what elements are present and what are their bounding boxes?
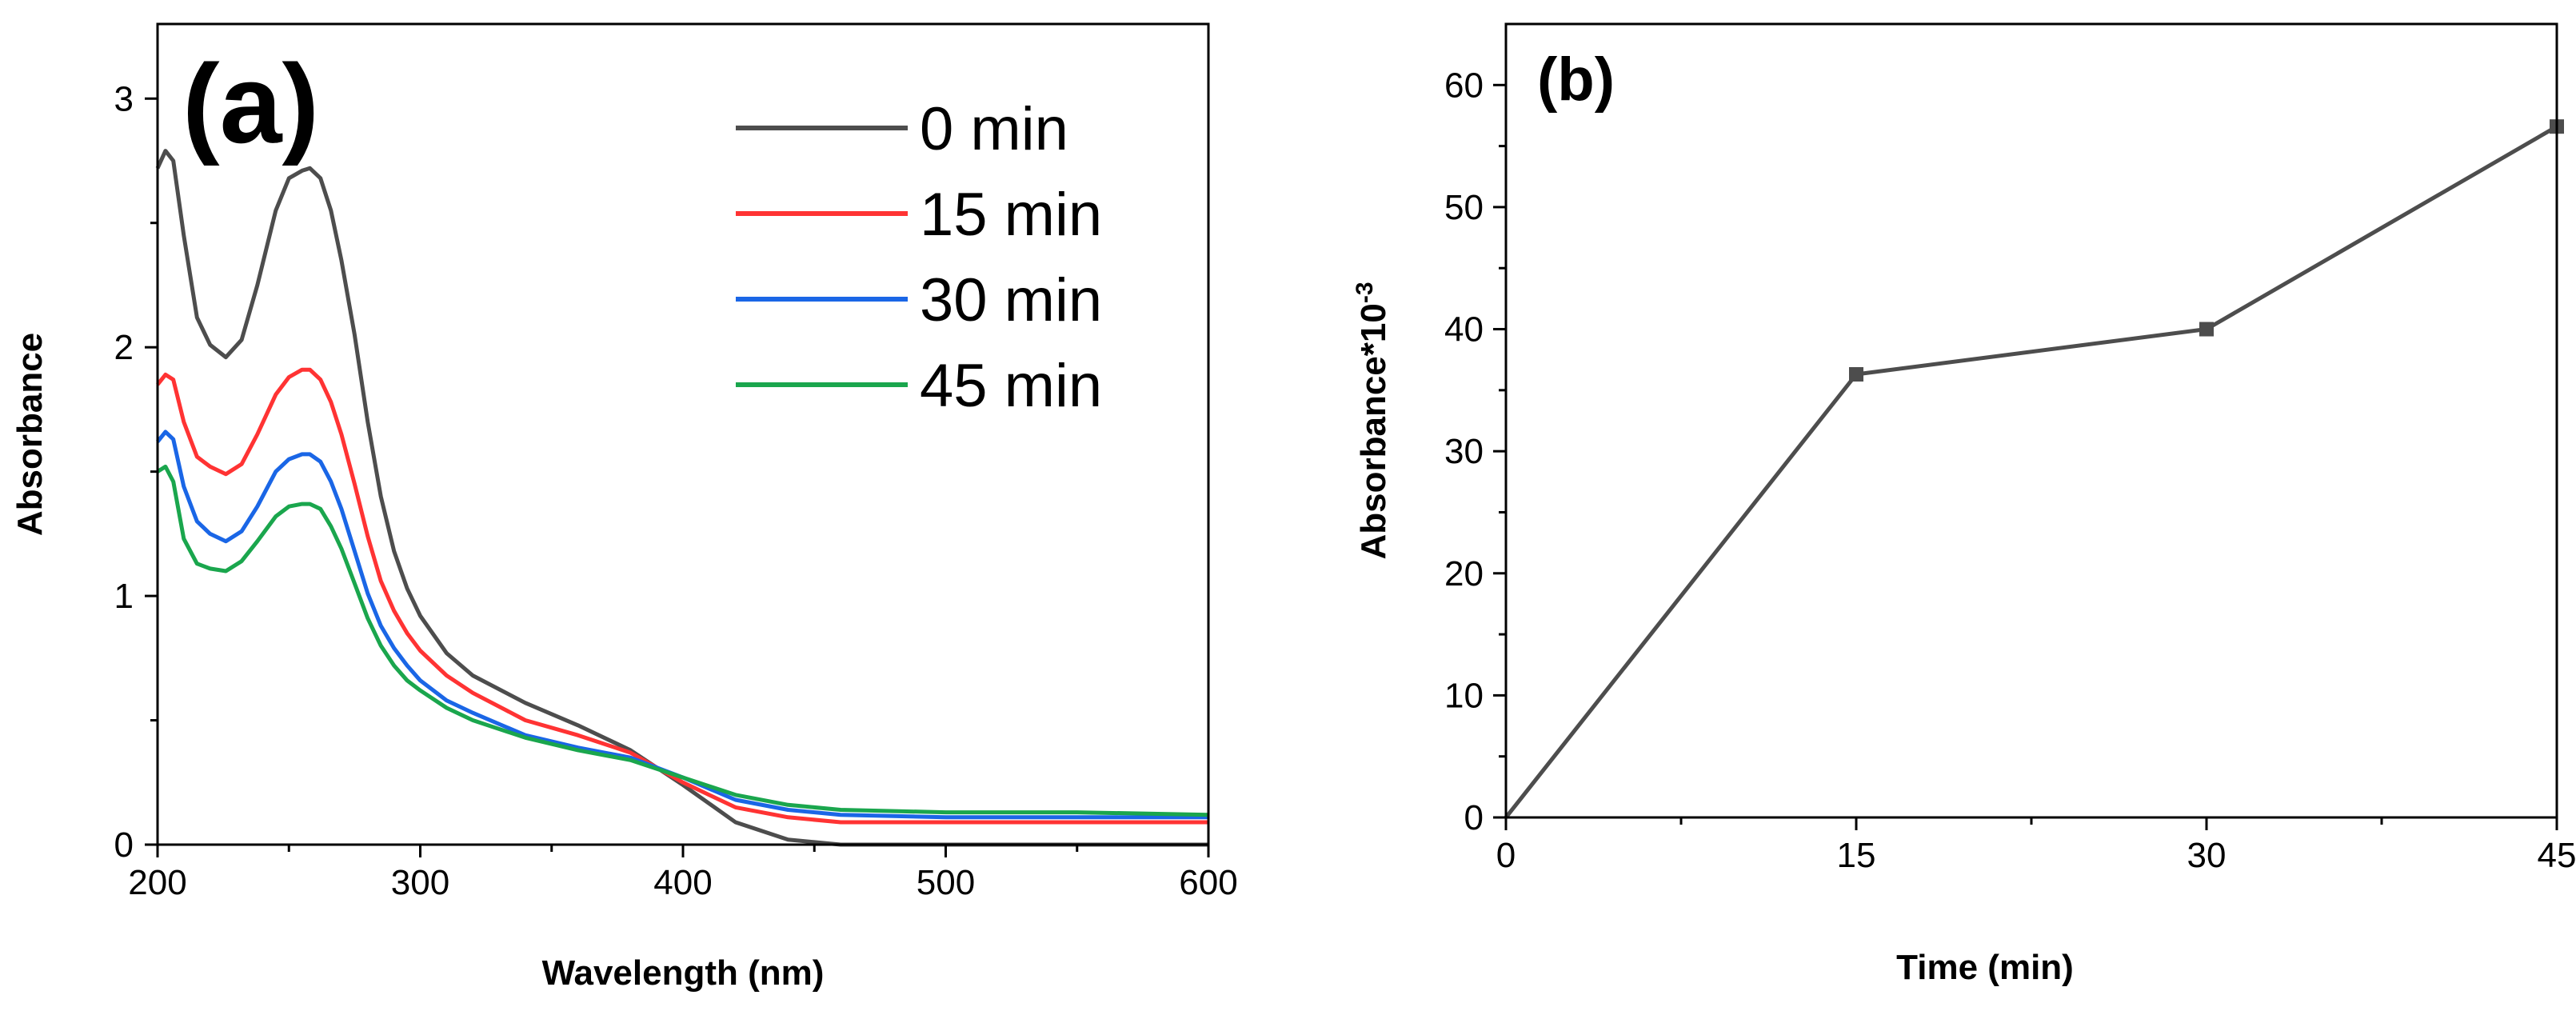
panel-a-y-tick-label-2: 2 [114, 328, 134, 367]
panel-a-x-tick-label-0: 200 [128, 863, 186, 902]
panel-a-y-tick-label-1: 1 [114, 577, 134, 616]
panel-a-x-axis-title: Wavelength (nm) [542, 953, 825, 993]
panel-a-series-line-3 [156, 464, 1209, 817]
panel-b-series-line-0 [1504, 125, 2558, 819]
panel-a-x-tick-label-1: 300 [391, 863, 449, 902]
panel-b-data-point-1 [1849, 367, 1863, 382]
panel-b-x-axis-title: Time (min) [1896, 948, 2074, 987]
panel-a-series-line-1 [156, 367, 1208, 825]
panel-b-y-tick-label-5: 50 [1444, 188, 1484, 227]
panel-b-label: (b) [1537, 46, 1615, 114]
panel-a-legend-label-2: 30 min [920, 266, 1102, 334]
panel-a-x-tick-label-3: 500 [917, 863, 975, 902]
panel-b-y-tick-label-1: 10 [1444, 676, 1484, 715]
panel-a-legend: 0 min 15 min 30 min 45 min [736, 95, 1102, 420]
panel-b-y-tick-label-2: 20 [1444, 554, 1484, 593]
panel-a-legend-label-3: 45 min [920, 352, 1102, 420]
panel-a-y-axis-title: Absorbance [10, 333, 50, 536]
panel-a-y-tick-label-0: 0 [114, 825, 134, 865]
panel-b-x-tick-label-2: 30 [2187, 836, 2227, 875]
panel-a-legend-label-0: 0 min [920, 95, 1068, 163]
panel-a-axis-ticks: 200 300 400 500 600 0 1 2 3 [114, 79, 1238, 902]
panel-a-x-tick-label-2: 400 [653, 863, 712, 902]
panel-b-y-tick-label-6: 60 [1444, 66, 1484, 105]
panel-b-absorbance-vs-time: 0 15 30 45 0 10 20 30 40 50 60 (b) Time (min) Abso… [1352, 22, 2576, 987]
panel-b-series-group [1504, 119, 2564, 819]
panel-a-series-line-0 [155, 149, 1208, 847]
panel-b-plot-frame [1504, 22, 2558, 819]
panel-a-series-line-2 [156, 430, 1208, 820]
panel-b-data-point-2 [2199, 322, 2214, 337]
panel-b-x-tick-label-3: 45 [2538, 836, 2576, 875]
panel-b-axis-ticks: 0 15 30 45 0 10 20 30 40 50 60 [1444, 66, 2576, 875]
panel-b-y-tick-label-3: 30 [1444, 432, 1484, 471]
panel-a-y-tick-label-3: 3 [114, 79, 134, 118]
panel-a-legend-label-1: 15 min [920, 181, 1102, 249]
panel-b-y-tick-label-4: 40 [1444, 310, 1484, 350]
panel-b-x-tick-label-1: 15 [1837, 836, 1876, 875]
panel-b-y-axis-title-main: Absorbance*10 [1354, 303, 1393, 559]
panel-a-absorbance-spectra: 200 300 400 500 600 0 1 2 3 (a) 0 min 15 min 30 mi… [10, 22, 1238, 993]
panel-a-label: (a) [182, 41, 319, 166]
panel-b-y-axis-title: Absorbance*10-3 [1352, 282, 1393, 559]
panel-b-y-axis-title-exponent: -3 [1352, 282, 1378, 303]
panel-b-x-tick-label-0: 0 [1496, 836, 1516, 875]
panel-a-x-tick-label-4: 600 [1179, 863, 1237, 902]
panel-a-series-group [155, 149, 1209, 847]
panel-b-y-tick-label-0: 0 [1464, 798, 1484, 837]
